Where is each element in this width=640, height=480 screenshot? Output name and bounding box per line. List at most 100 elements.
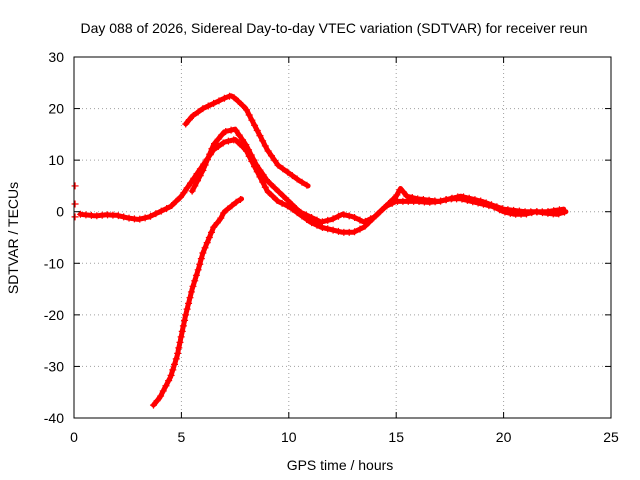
data-point-marker: [224, 205, 232, 213]
data-point-marker: [183, 305, 191, 313]
data-point-marker: [288, 200, 296, 208]
x-axis-title: GPS time / hours: [287, 457, 394, 473]
data-point-marker: [351, 214, 359, 222]
x-axis-ticks: 0 5 10 15 20 25: [70, 429, 619, 445]
data-point-marker: [191, 182, 199, 190]
data-point-marker: [201, 244, 209, 252]
data-point-marker: [136, 215, 144, 223]
data-series: [71, 92, 569, 409]
data-point-marker: [380, 204, 388, 212]
data-point-marker: [230, 94, 238, 102]
data-point-marker: [264, 188, 272, 196]
data-point-marker: [442, 196, 450, 204]
data-point-marker: [205, 234, 213, 241]
data-point-marker: [232, 126, 240, 134]
data-point-marker: [425, 196, 433, 204]
data-point-marker: [460, 193, 468, 201]
data-point-marker: [351, 228, 359, 236]
data-point-marker: [222, 127, 230, 135]
data-point-marker: [340, 211, 348, 219]
data-point-marker: [253, 126, 261, 134]
data-point-marker: [219, 139, 227, 147]
data-point-marker: [232, 198, 240, 206]
data-point-marker: [147, 212, 155, 220]
data-point-marker: [157, 207, 165, 215]
data-point-marker: [544, 207, 552, 215]
data-point-marker: [181, 316, 189, 324]
data-point-marker: [191, 277, 199, 285]
data-point-marker: [171, 360, 179, 368]
data-point-marker: [259, 171, 267, 179]
data-point-marker: [262, 176, 270, 184]
data-point-marker: [194, 177, 202, 185]
data-point-marker: [269, 192, 277, 200]
data-point-marker: [419, 196, 427, 204]
data-point-marker: [247, 151, 255, 159]
series-path: [151, 196, 244, 408]
data-point-marker: [376, 208, 384, 216]
y-axis-title: SDTVAR / TECUs: [5, 182, 21, 294]
data-point-marker: [498, 205, 506, 213]
data-point-marker: [153, 397, 161, 405]
data-point-marker: [239, 136, 247, 144]
data-point-marker: [192, 271, 200, 279]
data-point-marker: [550, 207, 558, 215]
data-point-marker: [180, 189, 188, 197]
data-point-marker: [318, 218, 326, 226]
data-point-marker: [201, 161, 209, 169]
series-lower-track: [149, 195, 244, 409]
y-tick-label: -20: [44, 307, 64, 323]
data-point-marker: [555, 206, 563, 214]
data-point-marker: [228, 202, 236, 210]
data-point-marker: [274, 161, 282, 169]
data-point-marker: [356, 216, 364, 224]
data-point-marker: [324, 216, 332, 224]
data-point-marker: [186, 294, 194, 302]
data-point-marker: [510, 206, 518, 214]
data-point-marker: [264, 147, 272, 155]
data-point-marker: [206, 150, 214, 158]
data-point-marker: [345, 212, 353, 220]
data-point-marker: [493, 203, 501, 211]
data-point-marker: [234, 139, 242, 147]
data-point-marker: [504, 206, 512, 214]
data-point-marker: [324, 225, 332, 233]
data-point-marker: [214, 135, 222, 143]
data-point-marker: [185, 299, 193, 307]
data-point-marker: [189, 282, 197, 290]
data-point-marker: [385, 199, 393, 207]
data-point-marker: [389, 195, 397, 203]
data-point-marker: [259, 178, 267, 186]
data-point-marker: [177, 333, 185, 341]
y-tick-label: 30: [48, 49, 64, 65]
y-tick-label: -40: [44, 410, 64, 426]
plot-frame: [73, 56, 612, 419]
data-point-marker: [303, 181, 311, 189]
series-initial-points: [71, 182, 79, 221]
data-point-marker: [367, 215, 375, 223]
data-point-marker: [208, 145, 216, 153]
data-point-marker: [261, 142, 269, 150]
data-point-marker: [403, 192, 411, 200]
data-point-marker: [273, 196, 281, 204]
data-point-marker: [152, 210, 160, 218]
data-point-marker: [178, 327, 186, 335]
y-tick-label: -10: [44, 255, 64, 271]
data-point-marker: [259, 137, 267, 145]
data-point-marker: [279, 165, 287, 173]
x-tick-label: 0: [70, 429, 78, 445]
data-point-marker: [211, 140, 219, 148]
data-point-marker: [267, 180, 275, 188]
data-point-marker: [165, 377, 173, 385]
data-point-marker: [515, 207, 523, 215]
chart-title: Day 088 of 2026, Sidereal Day-to-day VTE…: [80, 20, 587, 36]
data-point-marker: [194, 266, 202, 274]
data-point-marker: [308, 214, 316, 222]
data-point-marker: [213, 219, 221, 227]
data-point-marker: [182, 311, 190, 319]
data-point-marker: [329, 215, 337, 223]
data-point-marker: [199, 105, 207, 113]
data-point-marker: [234, 97, 242, 105]
data-point-marker: [488, 201, 496, 209]
